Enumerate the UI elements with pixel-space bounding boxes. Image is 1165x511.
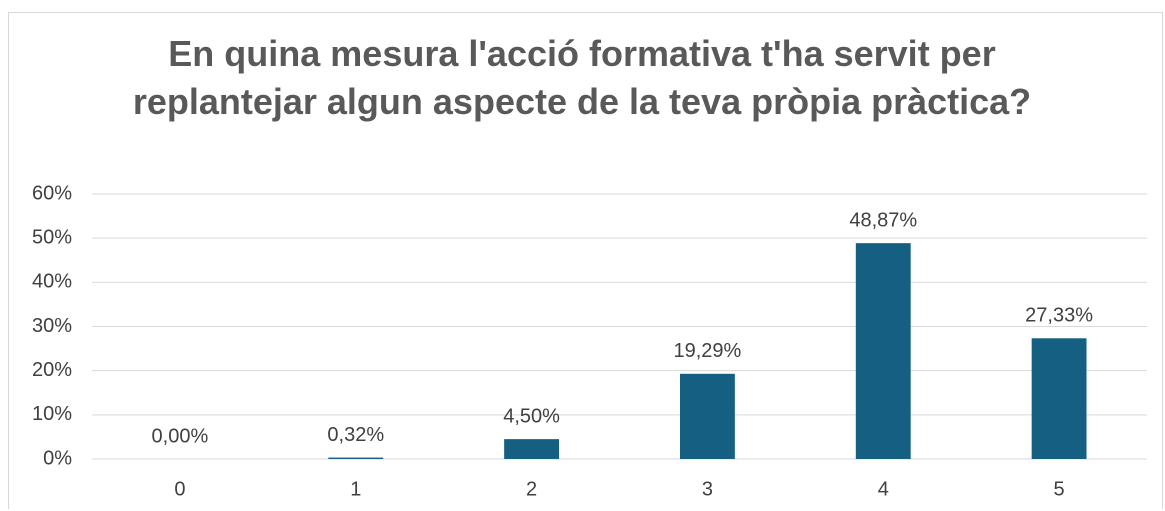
bar	[679, 373, 735, 459]
data-label: 19,29%	[673, 340, 741, 362]
x-tick-label: 2	[526, 478, 537, 500]
data-label: 0,32%	[327, 424, 384, 446]
bar	[1031, 338, 1087, 459]
bar	[504, 439, 560, 459]
y-tick-label: 50%	[32, 226, 72, 248]
y-tick-label: 30%	[32, 315, 72, 337]
y-tick-label: 20%	[32, 359, 72, 381]
y-tick-label: 40%	[32, 271, 72, 293]
data-label: 27,33%	[1025, 305, 1093, 327]
chart-title: En quina mesura l'acció formativa t'ha s…	[132, 33, 1032, 122]
chart-frame	[8, 12, 1163, 509]
data-label: 48,87%	[849, 209, 917, 231]
x-tick-label: 4	[878, 478, 889, 500]
x-tick-label: 1	[350, 478, 361, 500]
data-label: 4,50%	[503, 405, 560, 427]
x-tick-label: 0	[174, 478, 185, 500]
y-tick-label: 10%	[32, 403, 72, 425]
x-tick-label: 3	[702, 478, 713, 500]
y-tick-label: 0%	[43, 447, 72, 469]
bar	[328, 457, 384, 459]
bar	[855, 243, 911, 459]
data-label: 0,00%	[152, 425, 209, 447]
y-tick-label: 60%	[32, 182, 72, 204]
x-tick-label: 5	[1054, 478, 1065, 500]
